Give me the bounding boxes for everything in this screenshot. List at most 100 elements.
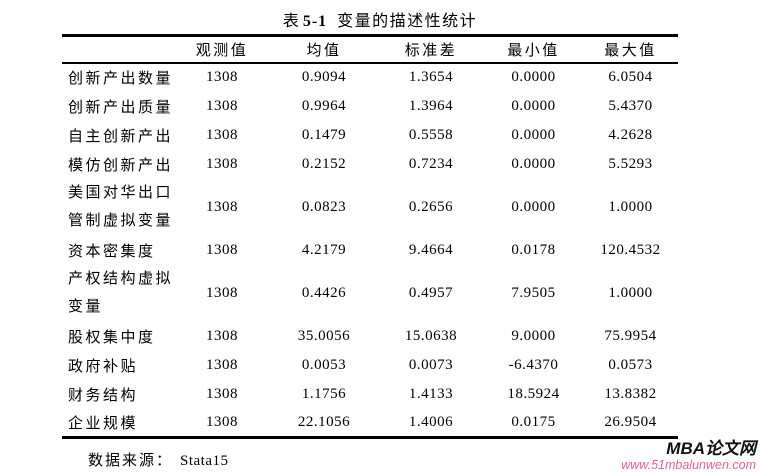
row-label: 自主创新产出	[68, 128, 174, 145]
cell-obs: 1308	[206, 97, 238, 114]
table-row: 政府补贴 1308 0.0053 0.0073 -6.4370 0.0573	[62, 351, 678, 380]
cell-stddev: 0.0073	[408, 356, 454, 373]
cell-obs: 1308	[206, 198, 238, 215]
row-label: 美国对华出口 管制虚拟变量	[62, 179, 174, 236]
row-label: 股权集中度	[68, 329, 156, 346]
table-title-caption: 变量的描述性统计	[337, 13, 478, 30]
col-header-observations: 观测值	[174, 35, 270, 64]
table-title-prefix: 表	[282, 13, 300, 30]
col-header-stddev: 标准差	[378, 35, 484, 64]
col-header-max: 最大值	[583, 35, 678, 64]
cell-min: 7.9505	[511, 284, 556, 301]
row-label: 资本密集度	[68, 243, 156, 260]
cell-stddev: 0.5558	[408, 126, 454, 143]
table-header-row: 观测值 均值 标准差 最小值 最大值	[62, 35, 678, 64]
col-header-min: 最小值	[484, 35, 583, 64]
cell-max: 0.0573	[608, 356, 653, 373]
row-label-line: 美国对华出口	[68, 184, 174, 201]
cell-obs: 1308	[206, 284, 238, 301]
table-row: 资本密集度 1308 4.2179 9.4664 0.0178 120.4532	[62, 236, 678, 265]
cell-max: 5.4370	[608, 97, 653, 114]
table-row: 财务结构 1308 1.1756 1.4133 18.5924 13.8382	[62, 380, 678, 409]
cell-mean: 0.4426	[301, 284, 347, 301]
table-title-number: 5-1	[302, 13, 328, 30]
data-source-label: 数据来源：	[88, 453, 174, 469]
cell-stddev: 1.3964	[408, 97, 454, 114]
cell-min: 0.0000	[511, 198, 556, 215]
cell-max: 1.0000	[608, 198, 653, 215]
cell-mean: 0.1479	[301, 126, 347, 143]
cell-max: 75.9954	[604, 327, 657, 344]
cell-max: 1.0000	[608, 284, 653, 301]
row-label-header	[62, 35, 174, 64]
cell-mean: 1.1756	[301, 385, 347, 402]
cell-max: 6.0504	[608, 69, 653, 85]
cell-min: 18.5924	[507, 385, 560, 402]
cell-obs: 1308	[206, 69, 238, 85]
cell-stddev: 15.0638	[404, 327, 458, 344]
table-row: 模仿创新产出 1308 0.2152 0.7234 0.0000 5.5293	[62, 150, 678, 179]
cell-obs: 1308	[206, 155, 238, 172]
cell-stddev: 1.4006	[408, 413, 454, 430]
row-label: 企业规模	[68, 415, 139, 432]
row-label-line: 管制虚拟变量	[68, 213, 174, 229]
row-label: 财务结构	[68, 387, 139, 404]
table-title: 表 5-1 变量的描述性统计	[0, 7, 760, 31]
row-label: 创新产出数量	[68, 71, 174, 87]
cell-obs: 1308	[206, 241, 238, 258]
cell-min: 0.0000	[511, 97, 556, 114]
row-label: 产权结构虚拟 变量	[62, 265, 174, 322]
descriptive-statistics-table: 观测值 均值 标准差 最小值 最大值 创新产出数量 1308 0.9094 1.…	[62, 34, 678, 439]
row-label: 政府补贴	[68, 358, 139, 375]
row-label: 创新产出质量	[68, 99, 174, 116]
cell-obs: 1308	[206, 126, 238, 143]
cell-max: 26.9504	[604, 413, 657, 430]
cell-mean: 0.2152	[301, 155, 347, 172]
table-row: 创新产出质量 1308 0.9964 1.3964 0.0000 5.4370	[62, 92, 678, 121]
cell-mean: 0.9964	[301, 97, 347, 114]
cell-mean: 0.0053	[301, 356, 347, 373]
table-row: 股权集中度 1308 35.0056 15.0638 9.0000 75.995…	[62, 322, 678, 351]
row-label: 模仿创新产出	[68, 157, 174, 174]
cell-min: 0.0000	[511, 126, 556, 143]
col-header-mean: 均值	[270, 35, 378, 64]
cell-stddev: 9.4664	[408, 241, 454, 258]
cell-mean: 0.9094	[301, 69, 347, 85]
table-row: 企业规模 1308 22.1056 1.4006 0.0175 26.9504	[62, 409, 678, 438]
cell-min: 0.0000	[511, 155, 556, 172]
cell-min: 0.0175	[511, 413, 556, 430]
cell-min: -6.4370	[508, 356, 559, 373]
data-source-note: 数据来源： Stata15	[88, 449, 229, 470]
watermark-site-name: MBA论文网	[666, 439, 756, 458]
data-source-value: Stata15	[180, 453, 229, 469]
cell-stddev: 0.2656	[408, 198, 454, 215]
cell-min: 0.0000	[511, 69, 556, 85]
cell-max: 120.4532	[600, 241, 661, 258]
row-label-line: 产权结构虚拟	[68, 270, 174, 287]
watermark-site-url: www.51mbalunwen.com	[621, 458, 756, 473]
cell-obs: 1308	[206, 385, 238, 402]
cell-stddev: 0.4957	[408, 284, 454, 301]
cell-mean: 4.2179	[301, 241, 347, 258]
cell-stddev: 0.7234	[408, 155, 454, 172]
cell-max: 5.5293	[608, 155, 653, 172]
cell-mean: 35.0056	[297, 327, 351, 344]
cell-stddev: 1.3654	[408, 69, 454, 85]
table-row: 产权结构虚拟 变量 1308 0.4426 0.4957 7.9505 1.00…	[62, 265, 678, 322]
cell-obs: 1308	[206, 327, 238, 344]
cell-max: 4.2628	[608, 126, 653, 143]
watermark: MBA论文网 www.51mbalunwen.com	[621, 439, 756, 472]
cell-stddev: 1.4133	[408, 385, 454, 402]
cell-min: 0.0178	[511, 241, 556, 258]
cell-min: 9.0000	[511, 327, 556, 344]
row-label-line: 变量	[68, 299, 104, 315]
cell-mean: 0.0823	[301, 198, 347, 215]
cell-obs: 1308	[206, 413, 238, 430]
table-row: 自主创新产出 1308 0.1479 0.5558 0.0000 4.2628	[62, 121, 678, 150]
table-row: 美国对华出口 管制虚拟变量 1308 0.0823 0.2656 0.0000 …	[62, 179, 678, 236]
cell-mean: 22.1056	[297, 413, 351, 430]
table-row: 创新产出数量 1308 0.9094 1.3654 0.0000 6.0504	[62, 63, 678, 92]
cell-max: 13.8382	[604, 385, 657, 402]
cell-obs: 1308	[206, 356, 238, 373]
